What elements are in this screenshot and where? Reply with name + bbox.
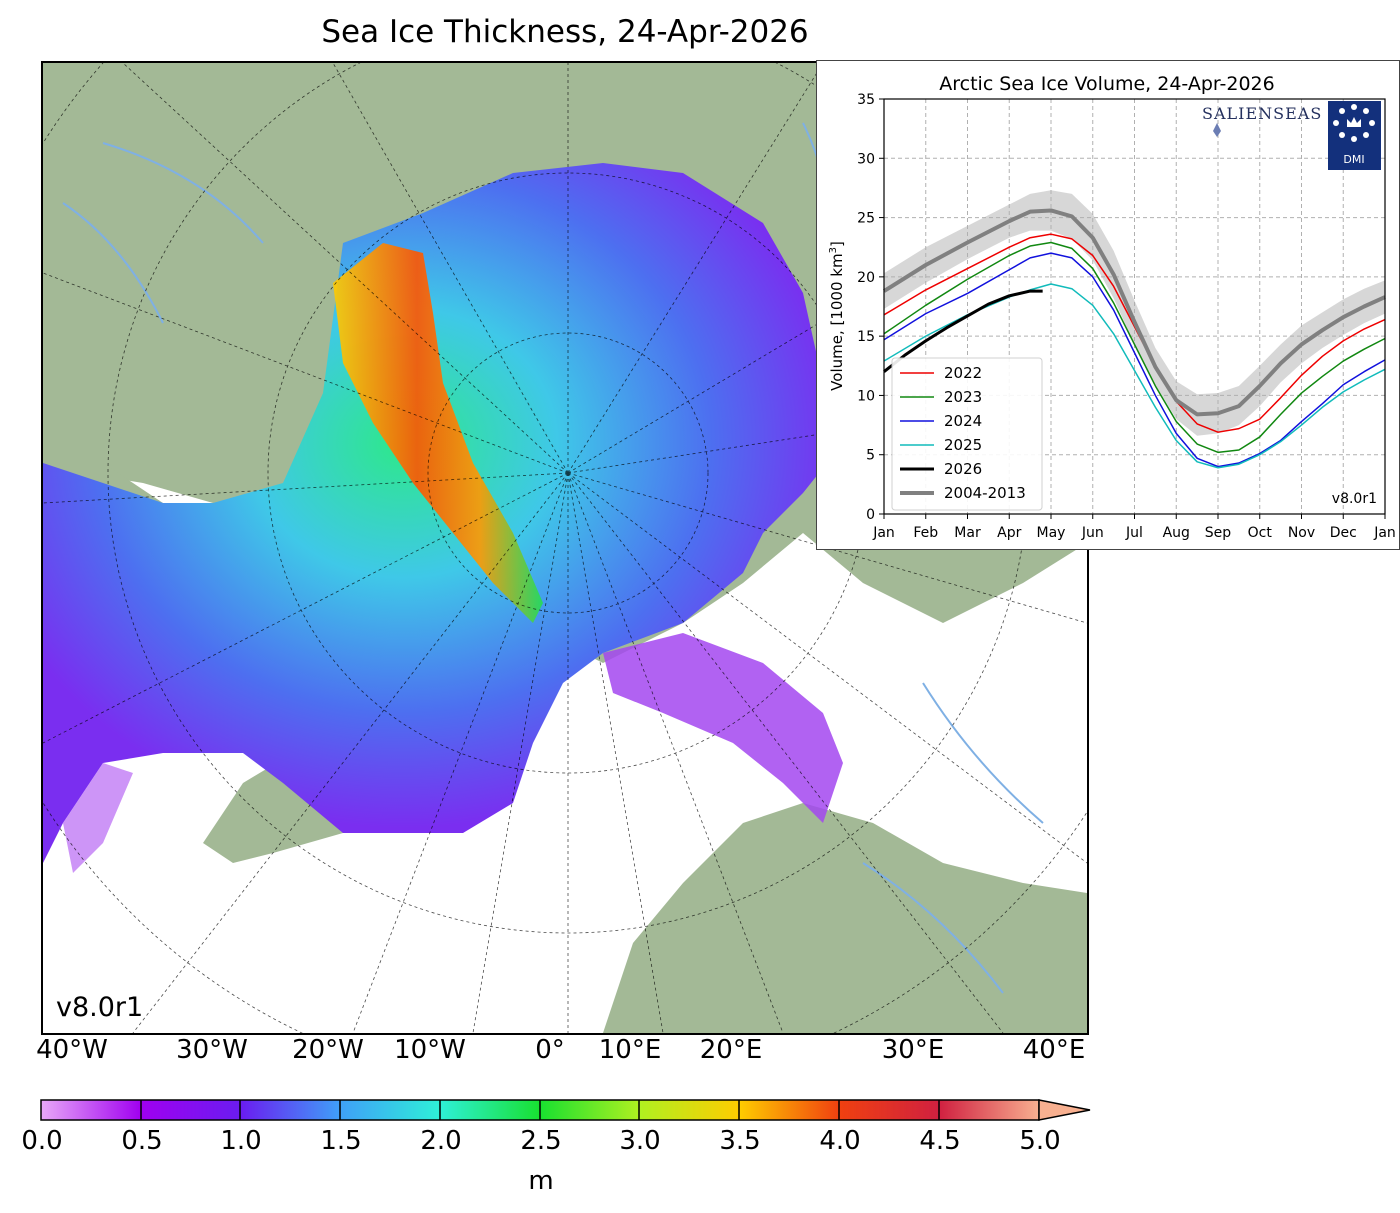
x-tick-label: May — [1037, 525, 1066, 541]
lon-label-20w: 20°W — [292, 1035, 364, 1065]
land-scandinavia — [603, 803, 1087, 1033]
axes: Jan Feb Mar Apr May Jun Jul Aug Sep Oct Nov Dec Jan 0… — [857, 92, 1396, 541]
lon-label-30w: 30°W — [176, 1035, 248, 1065]
colorbar-tick-label: 4.5 — [919, 1126, 961, 1156]
lon-label-30e: 30°E — [881, 1035, 945, 1065]
x-tick-label: Mar — [954, 525, 981, 541]
series-line-2024 — [883, 252, 1386, 468]
x-tick-label: Jul — [1125, 525, 1143, 541]
x-tick-label: Dec — [1330, 525, 1357, 541]
thin-ice-margin — [63, 763, 133, 873]
lon-label-0: 0° — [535, 1035, 565, 1065]
y-tick-label: 10 — [857, 388, 875, 404]
colorbar-tick-label: 5.0 — [1019, 1126, 1061, 1156]
y-tick-label: 25 — [857, 211, 875, 227]
graticule — [43, 63, 1087, 1033]
map-title: Sea Ice Thickness, 24-Apr-2026 — [321, 14, 809, 50]
dmi-logo: DMI — [1328, 101, 1381, 170]
x-tick-label: Nov — [1288, 525, 1315, 541]
colorbar-svg — [40, 1099, 1091, 1121]
y-tick-label: 5 — [866, 448, 875, 464]
x-tick-label: Sep — [1205, 525, 1232, 541]
series-lines — [882, 208, 1386, 469]
colorbar-tick-label: 2.5 — [520, 1126, 562, 1156]
lon-label-10w: 10°W — [394, 1035, 466, 1065]
inset-title: Arctic Sea Ice Volume, 24-Apr-2026 — [939, 73, 1275, 95]
x-tick-label: Jan — [1373, 525, 1396, 541]
legend-label-2024: 2024 — [944, 412, 982, 430]
map-svg — [43, 63, 1087, 1033]
inset-version-label: v8.0r1 — [1332, 491, 1377, 507]
colorbar — [40, 1098, 1092, 1124]
colorbar-tick-label: 1.0 — [220, 1126, 262, 1156]
legend-label-2022: 2022 — [944, 364, 982, 382]
x-tick-label: Aug — [1163, 525, 1190, 541]
colorbar-tick-label: 3.0 — [619, 1126, 661, 1156]
colorbar-tick-label: 1.5 — [320, 1126, 362, 1156]
y-tick-label: 15 — [857, 329, 875, 345]
lon-label-40e: 40°E — [1022, 1035, 1086, 1065]
lon-label-40w: 40°W — [36, 1035, 108, 1065]
y-tick-label: 35 — [857, 92, 875, 108]
colorbar-extend-arrow — [1038, 1099, 1091, 1121]
colorbar-unit-label: m — [528, 1166, 554, 1196]
svg-text:DMI: DMI — [1343, 153, 1364, 166]
colorbar-tick-label: 3.5 — [719, 1126, 761, 1156]
series-line-2023 — [883, 241, 1386, 454]
colorbar-tick-label: 0.5 — [121, 1126, 163, 1156]
colorbar-tick-label: 0.0 — [21, 1126, 63, 1156]
legend: 2022 2023 2024 2025 2026 2004-2013 — [891, 357, 1043, 511]
map-version-label: v8.0r1 — [56, 992, 144, 1023]
volume-chart-svg: Arctic Sea Ice Volume, 24-Apr-2026 Volum… — [828, 73, 1396, 541]
y-tick-label: 30 — [857, 151, 875, 167]
y-tick-label: 0 — [866, 507, 875, 523]
y-tick-label: 20 — [857, 270, 875, 286]
legend-box — [891, 357, 1043, 511]
legend-label-2023: 2023 — [944, 388, 982, 406]
lon-label-10e: 10°E — [598, 1035, 662, 1065]
legend-label-2026: 2026 — [944, 460, 982, 478]
colorbar-tick-label: 4.0 — [819, 1126, 861, 1156]
colorbar-ticks — [140, 1100, 940, 1120]
x-tick-label: Feb — [913, 525, 938, 541]
lon-label-20e: 20°E — [699, 1035, 763, 1065]
x-tick-label: Oct — [1248, 525, 1273, 541]
legend-label-2025: 2025 — [944, 436, 982, 454]
x-tick-label: Apr — [997, 525, 1021, 541]
legend-label-2004-2013: 2004-2013 — [944, 484, 1026, 502]
thick-ice-band — [333, 243, 543, 623]
x-tick-label: Jan — [872, 525, 895, 541]
series-line-2004-2013 — [882, 208, 1386, 417]
colorbar-tick-label: 2.0 — [420, 1126, 462, 1156]
thin-ice-barents — [603, 633, 843, 823]
salienseas-logo-mark — [1213, 123, 1221, 137]
inset-ylabel: Volume, [1000 km3] — [828, 241, 846, 391]
x-tick-label: Jun — [1081, 525, 1104, 541]
volume-inset-chart: Arctic Sea Ice Volume, 24-Apr-2026 Volum… — [816, 60, 1400, 550]
series-line-2026 — [883, 289, 1043, 373]
salienseas-logo: SALIENSEAS — [1202, 104, 1322, 123]
